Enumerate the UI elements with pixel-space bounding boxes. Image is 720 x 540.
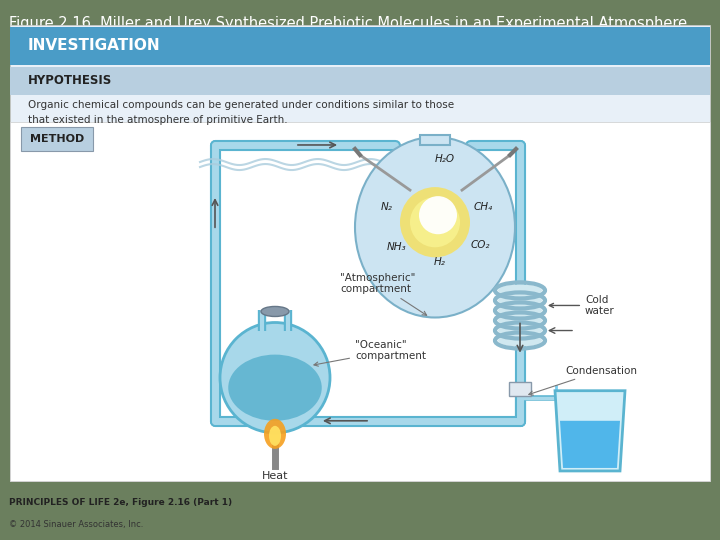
Ellipse shape [498,305,542,316]
Text: Organic chemical compounds can be generated under conditions similar to those
th: Organic chemical compounds can be genera… [28,100,454,125]
Text: N₂: N₂ [381,202,393,212]
Ellipse shape [355,137,515,318]
Text: Figure 2.16  Miller and Urey Synthesized Prebiotic Molecules in an Experimental : Figure 2.16 Miller and Urey Synthesized … [9,16,687,52]
Text: Cold
water: Cold water [549,295,615,316]
Text: NH₃: NH₃ [387,242,407,252]
Text: "Oceanic"
compartment: "Oceanic" compartment [314,340,426,366]
Ellipse shape [419,196,457,234]
Ellipse shape [498,325,542,336]
Ellipse shape [264,419,286,449]
Text: HYPOTHESIS: HYPOTHESIS [28,75,112,87]
Polygon shape [560,421,620,468]
Text: © 2014 Sinauer Associates, Inc.: © 2014 Sinauer Associates, Inc. [9,521,143,529]
Ellipse shape [261,307,289,316]
FancyBboxPatch shape [509,382,531,396]
Text: INVESTIGATION: INVESTIGATION [28,38,161,53]
FancyBboxPatch shape [10,67,710,95]
Ellipse shape [498,314,542,327]
Text: "Atmospheric"
compartment: "Atmospheric" compartment [340,273,427,315]
Text: CH₄: CH₄ [474,202,492,212]
FancyBboxPatch shape [10,26,710,65]
Ellipse shape [498,335,542,347]
Ellipse shape [498,285,542,296]
Polygon shape [555,391,625,471]
Ellipse shape [269,426,281,446]
Text: METHOD: METHOD [30,134,84,144]
FancyBboxPatch shape [21,127,93,151]
Text: H₂O: H₂O [435,154,455,164]
Text: H₂: H₂ [434,258,446,267]
Ellipse shape [498,294,542,307]
Text: PRINCIPLES OF LIFE 2e, Figure 2.16 (Part 1): PRINCIPLES OF LIFE 2e, Figure 2.16 (Part… [9,498,232,507]
Text: Heat: Heat [262,471,288,481]
Text: CO₂: CO₂ [470,240,490,250]
Ellipse shape [400,187,470,258]
Ellipse shape [228,355,322,421]
FancyBboxPatch shape [420,135,450,145]
Ellipse shape [220,322,330,433]
FancyBboxPatch shape [10,25,710,481]
FancyBboxPatch shape [10,122,710,481]
Text: Condensation: Condensation [528,366,637,395]
Ellipse shape [410,197,460,247]
